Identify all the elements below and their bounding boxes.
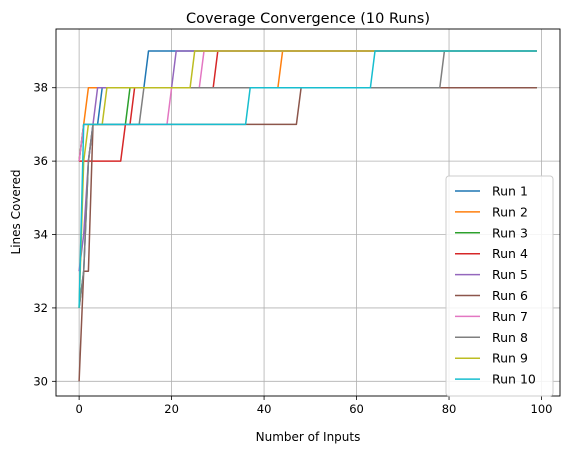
series-line-run-10 <box>78 50 537 308</box>
x-axis-label: Number of Inputs <box>256 430 361 444</box>
series-line-run-7 <box>78 50 537 162</box>
x-tick-label: 0 <box>75 402 82 416</box>
plot-frame <box>55 28 561 397</box>
y-tick-label: 34 <box>33 228 48 242</box>
series-line-run-2 <box>78 50 537 162</box>
series-line-run-5 <box>78 50 537 272</box>
x-tick-label: 20 <box>164 402 179 416</box>
x-tick-label: 80 <box>442 402 457 416</box>
y-tick-label: 36 <box>33 154 48 168</box>
legend-label: Run 6 <box>492 288 528 303</box>
legend-label: Run 3 <box>492 225 528 240</box>
legend-label: Run 4 <box>492 246 528 261</box>
x-tick-label: 60 <box>349 402 364 416</box>
y-tick-label: 30 <box>33 374 48 388</box>
x-tick-label: 40 <box>257 402 272 416</box>
y-tick-label: 38 <box>33 81 48 95</box>
series-layer <box>78 50 537 382</box>
chart-title: Coverage Convergence (10 Runs) <box>186 11 430 27</box>
legend-label: Run 8 <box>492 330 528 345</box>
legend-label: Run 9 <box>492 351 528 366</box>
y-tick-label: 32 <box>33 301 48 315</box>
legend-label: Run 5 <box>492 267 528 282</box>
legend-label: Run 2 <box>492 204 528 219</box>
y-axis-label: Lines Covered <box>9 170 23 255</box>
legend-label: Run 1 <box>492 184 528 199</box>
legend-box <box>445 175 554 397</box>
legend-label: Run 10 <box>492 372 536 387</box>
legend-label: Run 7 <box>492 309 528 324</box>
x-tick-label: 100 <box>531 402 553 416</box>
series-line-run-4 <box>79 50 537 162</box>
ticks: 0 20 40 60 80 100 30 32 34 36 38 <box>33 81 552 416</box>
legend: Run 1 Run 2 Run 3 Run 4 Run 5 Run 6 Run 7 Run 8… <box>445 175 554 397</box>
series-line-run-9 <box>78 50 537 308</box>
